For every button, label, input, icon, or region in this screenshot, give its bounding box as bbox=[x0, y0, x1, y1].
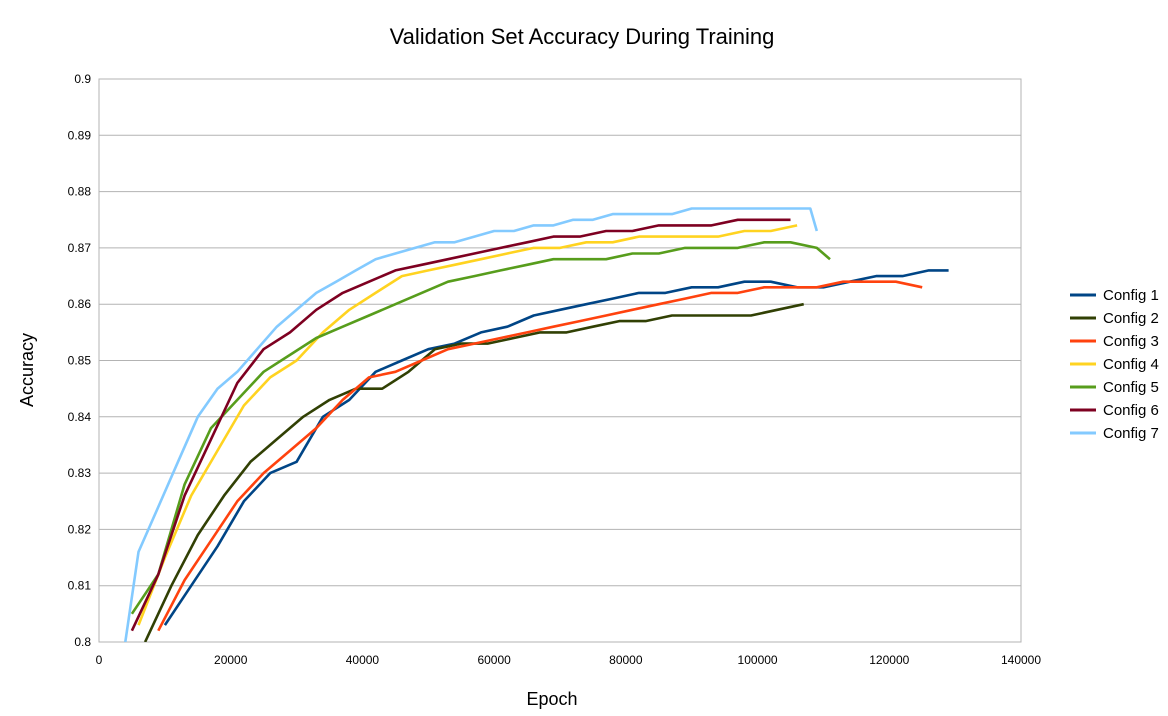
series-line-config-1 bbox=[163, 269, 949, 626]
x-tick-label: 80000 bbox=[609, 653, 643, 667]
series-line-config-7 bbox=[124, 207, 819, 642]
x-tick-label: 40000 bbox=[346, 653, 380, 667]
legend-label-config-5: Config 5 bbox=[1103, 379, 1159, 396]
series-lines bbox=[124, 207, 949, 642]
legend: Config 1 Config 2 Config 3 Config 4 Config 5… bbox=[1070, 287, 1159, 442]
legend-label-config-1: Config 1 bbox=[1103, 287, 1159, 304]
y-tick-label: 0.82 bbox=[68, 522, 92, 536]
legend-label-config-7: Config 7 bbox=[1103, 425, 1159, 442]
x-tick-labels: 0 20000 40000 60000 80000 100000 120000 140000 bbox=[96, 653, 1042, 667]
y-tick-label: 0.81 bbox=[68, 579, 92, 593]
legend-label-config-4: Config 4 bbox=[1103, 356, 1159, 373]
y-tick-label: 0.87 bbox=[68, 241, 92, 255]
y-tick-label: 0.9 bbox=[74, 72, 91, 86]
y-tick-label: 0.86 bbox=[68, 297, 92, 311]
y-axis-title: Accuracy bbox=[17, 333, 37, 407]
legend-label-config-3: Config 3 bbox=[1103, 333, 1159, 350]
series-line-config-5 bbox=[130, 241, 831, 615]
y-tick-label: 0.85 bbox=[68, 354, 92, 368]
y-tick-label: 0.8 bbox=[74, 635, 91, 649]
legend-label-config-2: Config 2 bbox=[1103, 310, 1159, 327]
x-tick-label: 140000 bbox=[1001, 653, 1041, 667]
x-tick-label: 20000 bbox=[214, 653, 248, 667]
grid-lines bbox=[99, 78, 1021, 643]
x-tick-label: 100000 bbox=[738, 653, 778, 667]
y-tick-label: 0.84 bbox=[68, 410, 92, 424]
chart-title: Validation Set Accuracy During Training bbox=[390, 24, 775, 49]
x-tick-label: 0 bbox=[96, 653, 103, 667]
y-tick-label: 0.89 bbox=[68, 128, 92, 142]
y-tick-label: 0.88 bbox=[68, 185, 92, 199]
y-tick-labels: 0.8 0.81 0.82 0.83 0.84 0.85 0.86 0.87 0.88 0.89 0… bbox=[68, 72, 92, 649]
legend-label-config-6: Config 6 bbox=[1103, 402, 1159, 419]
x-tick-label: 120000 bbox=[869, 653, 909, 667]
x-axis-title: Epoch bbox=[526, 689, 577, 709]
x-tick-label: 60000 bbox=[477, 653, 511, 667]
series-line-config-4 bbox=[137, 224, 798, 626]
plot-area bbox=[98, 78, 1022, 643]
y-tick-label: 0.83 bbox=[68, 466, 92, 480]
series-line-config-3 bbox=[157, 280, 923, 632]
series-line-config-6 bbox=[130, 218, 791, 632]
